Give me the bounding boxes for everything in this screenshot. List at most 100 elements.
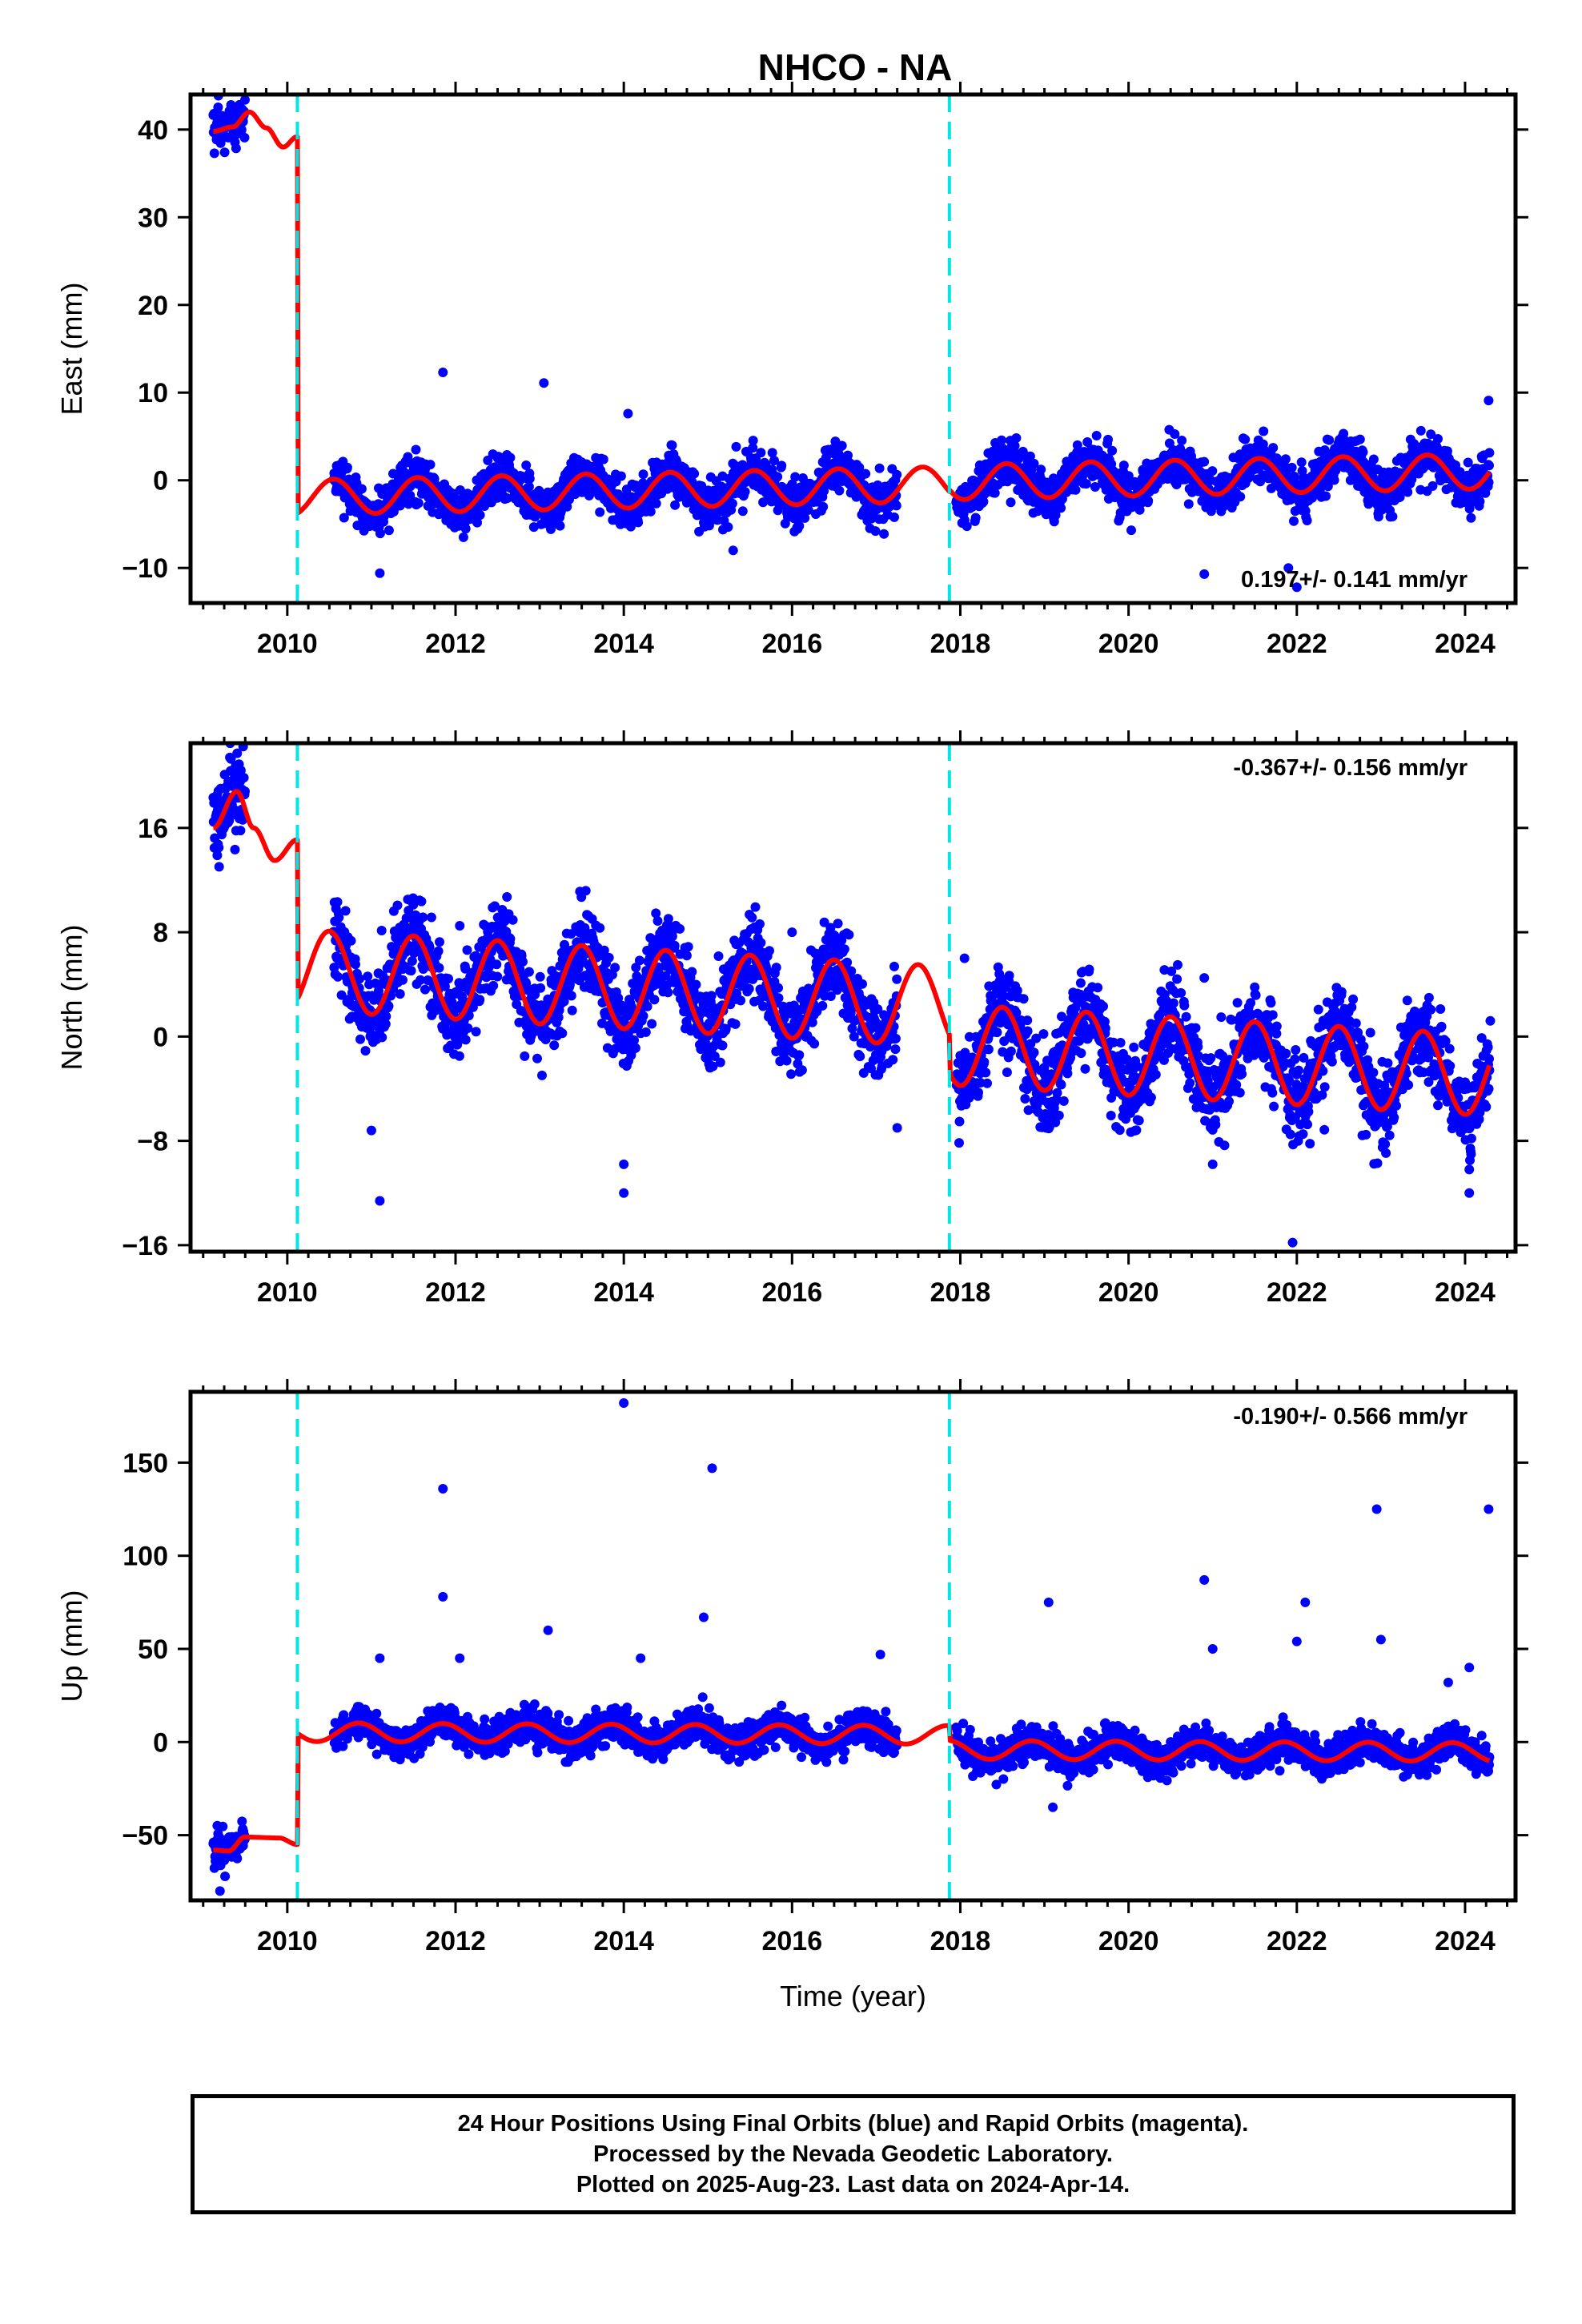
data-point [413, 498, 424, 509]
data-point [381, 1011, 391, 1022]
data-point [974, 1088, 983, 1098]
data-point [843, 450, 853, 460]
panel-east: 2010 2012 2014 2016 2018 2020 2022 2024−1001020… [55, 82, 1528, 659]
data-point [834, 485, 845, 496]
data-point [892, 974, 902, 984]
data-point [765, 946, 774, 956]
data-point [460, 1035, 471, 1045]
data-point [236, 125, 247, 135]
data-point [595, 923, 605, 933]
data-point [771, 963, 781, 973]
data-point [214, 842, 224, 853]
data-point [1081, 479, 1091, 489]
data-point [689, 468, 700, 479]
data-point [475, 510, 485, 521]
data-point [355, 1034, 365, 1044]
data-point [1123, 471, 1134, 481]
data-point [750, 902, 761, 912]
x-tick-label: 2024 [1435, 629, 1496, 659]
data-point [1126, 525, 1136, 536]
data-point [821, 452, 831, 463]
data-point [645, 506, 656, 517]
data-point [747, 912, 757, 923]
data-point [839, 944, 849, 955]
data-point [870, 526, 881, 537]
data-point [231, 143, 241, 154]
data-point [706, 991, 717, 1001]
data-point [800, 513, 810, 523]
data-point [398, 975, 408, 985]
data-point [638, 1011, 648, 1021]
y-tick-label: 0 [153, 466, 168, 497]
data-point [1289, 472, 1299, 482]
data-point [1280, 454, 1291, 464]
data-point [819, 486, 829, 497]
data-point [744, 983, 754, 994]
data-point [383, 1001, 394, 1011]
data-point [1368, 454, 1379, 464]
data-point [954, 1138, 964, 1148]
data-point [411, 444, 421, 455]
data-point [505, 452, 516, 463]
data-point [1324, 435, 1335, 445]
data-point [962, 521, 972, 532]
data-point [1091, 431, 1102, 440]
data-point [406, 966, 416, 976]
data-point [524, 967, 534, 977]
data-point [555, 521, 565, 531]
data-point [1207, 466, 1218, 476]
data-point [460, 524, 471, 534]
data-point [781, 1055, 792, 1066]
data-point [604, 952, 614, 963]
data-point [737, 506, 748, 517]
data-point [340, 906, 351, 916]
data-point [528, 522, 539, 533]
data-point [562, 501, 572, 512]
data-point [488, 980, 499, 991]
data-point [982, 1078, 992, 1088]
data-point [1287, 462, 1297, 472]
data-point [435, 937, 444, 947]
data-point [756, 938, 766, 948]
data-point [769, 456, 779, 466]
data-point [502, 892, 512, 902]
data-point [767, 448, 777, 458]
data-point [717, 1040, 728, 1051]
data-point [748, 436, 758, 446]
data-point [890, 1044, 901, 1055]
data-point [874, 463, 885, 473]
data-point [1484, 448, 1495, 458]
data-point [1118, 460, 1129, 471]
data-point [978, 497, 989, 507]
data-point [1415, 425, 1426, 436]
data-point [1036, 464, 1046, 475]
data-point [463, 1023, 473, 1033]
data-point [731, 441, 741, 452]
data-point [1240, 434, 1251, 444]
data-point [521, 460, 532, 470]
data-point [663, 987, 673, 998]
data-point [235, 826, 246, 836]
data-point [1268, 443, 1279, 453]
data-point [425, 460, 436, 470]
data-point [595, 507, 605, 517]
data-point [1289, 516, 1299, 526]
outlier-point [539, 378, 549, 388]
data-point [758, 1001, 769, 1011]
data-point [891, 501, 901, 511]
data-point [239, 132, 250, 143]
data-point [630, 1043, 640, 1053]
outlier-point [623, 408, 633, 419]
data-point [1235, 492, 1246, 502]
data-point [1006, 497, 1016, 508]
data-point [472, 517, 482, 528]
data-point [640, 1027, 651, 1037]
data-point [524, 473, 535, 484]
data-point [892, 469, 902, 480]
data-point [475, 995, 485, 1005]
panels: 2010 2012 2014 2016 2018 2020 2022 2024−1001020… [55, 82, 1528, 2012]
data-point [1259, 426, 1269, 436]
data-point [1339, 428, 1349, 439]
data-point [787, 479, 797, 489]
